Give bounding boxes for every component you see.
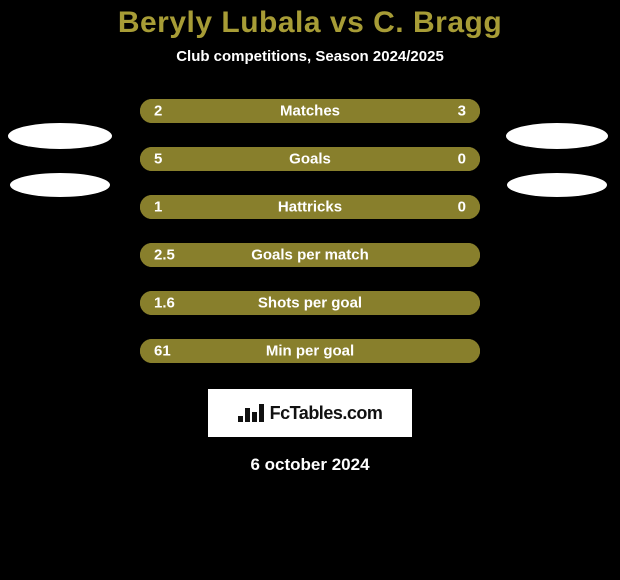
date-label: 6 october 2024 [0,455,620,475]
stat-value-left: 2.5 [154,247,175,264]
stat-label: Min per goal [140,343,480,360]
stat-row: Min per goal61 [140,339,480,363]
decoration-ellipse [507,173,607,197]
stat-label: Matches [140,103,480,120]
stat-label: Hattricks [140,199,480,216]
stat-value-right: 0 [458,199,466,216]
stat-label: Goals [140,151,480,168]
decoration-ellipse [8,123,112,149]
stat-value-right: 0 [458,151,466,168]
stat-value-left: 1.6 [154,295,175,312]
stat-row: Shots per goal1.6 [140,291,480,315]
decoration-ellipse [10,173,110,197]
stat-row: Hattricks1 0 [140,195,480,219]
stat-label: Shots per goal [140,295,480,312]
logo-text: FcTables.com [270,403,383,424]
player2-name: C. Bragg [373,6,502,39]
subtitle: Club competitions, Season 2024/2025 [0,48,620,65]
fctables-logo: FcTables.com [208,389,412,437]
stat-value-left: 61 [154,343,171,360]
stat-row: Goals per match2.5 [140,243,480,267]
stat-value-left: 2 [154,103,162,120]
right-decorations [506,123,608,197]
decoration-ellipse [506,123,608,149]
player1-name: Beryly Lubala [118,6,321,39]
comparison-title: Beryly Lubala vs C. Bragg [0,0,620,40]
left-decorations [8,123,112,197]
stat-row: Goals5 0 [140,147,480,171]
stat-value-left: 1 [154,199,162,216]
vs-text: vs [330,6,364,39]
stat-value-right: 3 [458,103,466,120]
barchart-icon [238,404,264,422]
stat-label: Goals per match [140,247,480,264]
stat-row: Matches2 3 [140,99,480,123]
stat-value-left: 5 [154,151,162,168]
